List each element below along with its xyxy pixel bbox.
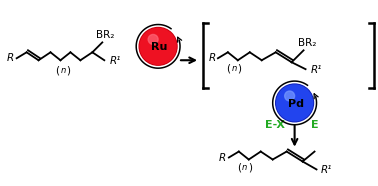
Circle shape: [140, 28, 176, 64]
Circle shape: [276, 84, 313, 122]
Text: E-X: E-X: [265, 120, 285, 130]
Circle shape: [139, 28, 177, 65]
Text: R: R: [208, 53, 215, 63]
Text: Ru: Ru: [151, 42, 167, 52]
Text: R¹: R¹: [109, 56, 121, 66]
Text: (: (: [226, 63, 230, 73]
Circle shape: [285, 91, 294, 101]
Text: (: (: [237, 162, 241, 172]
Text: E: E: [311, 120, 318, 130]
Text: ): ): [248, 162, 252, 172]
Text: n: n: [231, 64, 237, 73]
Text: R: R: [7, 53, 14, 63]
Text: ): ): [237, 63, 241, 73]
Text: R: R: [218, 153, 226, 163]
Circle shape: [148, 34, 158, 44]
Text: Pd: Pd: [288, 99, 304, 109]
Text: (: (: [56, 65, 59, 75]
Text: BR₂: BR₂: [298, 38, 317, 48]
Text: R¹: R¹: [311, 65, 322, 75]
Circle shape: [277, 85, 313, 121]
Text: n: n: [61, 66, 66, 75]
Text: ): ): [67, 65, 70, 75]
Text: BR₂: BR₂: [96, 31, 115, 40]
Text: n: n: [242, 163, 248, 172]
Text: R¹: R¹: [321, 165, 332, 175]
